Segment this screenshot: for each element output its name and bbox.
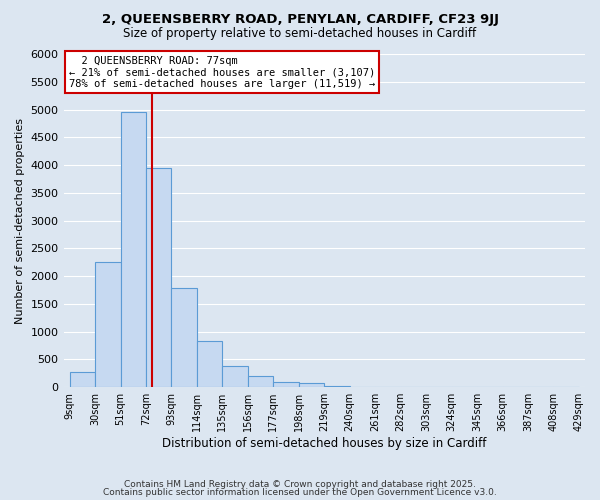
Bar <box>223 366 248 387</box>
Bar <box>95 262 121 387</box>
Bar <box>299 383 324 387</box>
Bar <box>172 288 197 387</box>
X-axis label: Distribution of semi-detached houses by size in Cardiff: Distribution of semi-detached houses by … <box>162 437 487 450</box>
Bar <box>274 382 299 387</box>
Y-axis label: Number of semi-detached properties: Number of semi-detached properties <box>15 118 25 324</box>
Bar <box>197 340 223 387</box>
Text: Contains public sector information licensed under the Open Government Licence v3: Contains public sector information licen… <box>103 488 497 497</box>
Text: Size of property relative to semi-detached houses in Cardiff: Size of property relative to semi-detach… <box>124 28 476 40</box>
Bar <box>324 386 350 387</box>
Bar <box>121 112 146 387</box>
Bar <box>70 372 95 387</box>
Text: Contains HM Land Registry data © Crown copyright and database right 2025.: Contains HM Land Registry data © Crown c… <box>124 480 476 489</box>
Text: 2 QUEENSBERRY ROAD: 77sqm
← 21% of semi-detached houses are smaller (3,107)
78% : 2 QUEENSBERRY ROAD: 77sqm ← 21% of semi-… <box>69 56 375 89</box>
Bar <box>146 168 172 387</box>
Bar <box>248 376 274 387</box>
Text: 2, QUEENSBERRY ROAD, PENYLAN, CARDIFF, CF23 9JJ: 2, QUEENSBERRY ROAD, PENYLAN, CARDIFF, C… <box>101 12 499 26</box>
